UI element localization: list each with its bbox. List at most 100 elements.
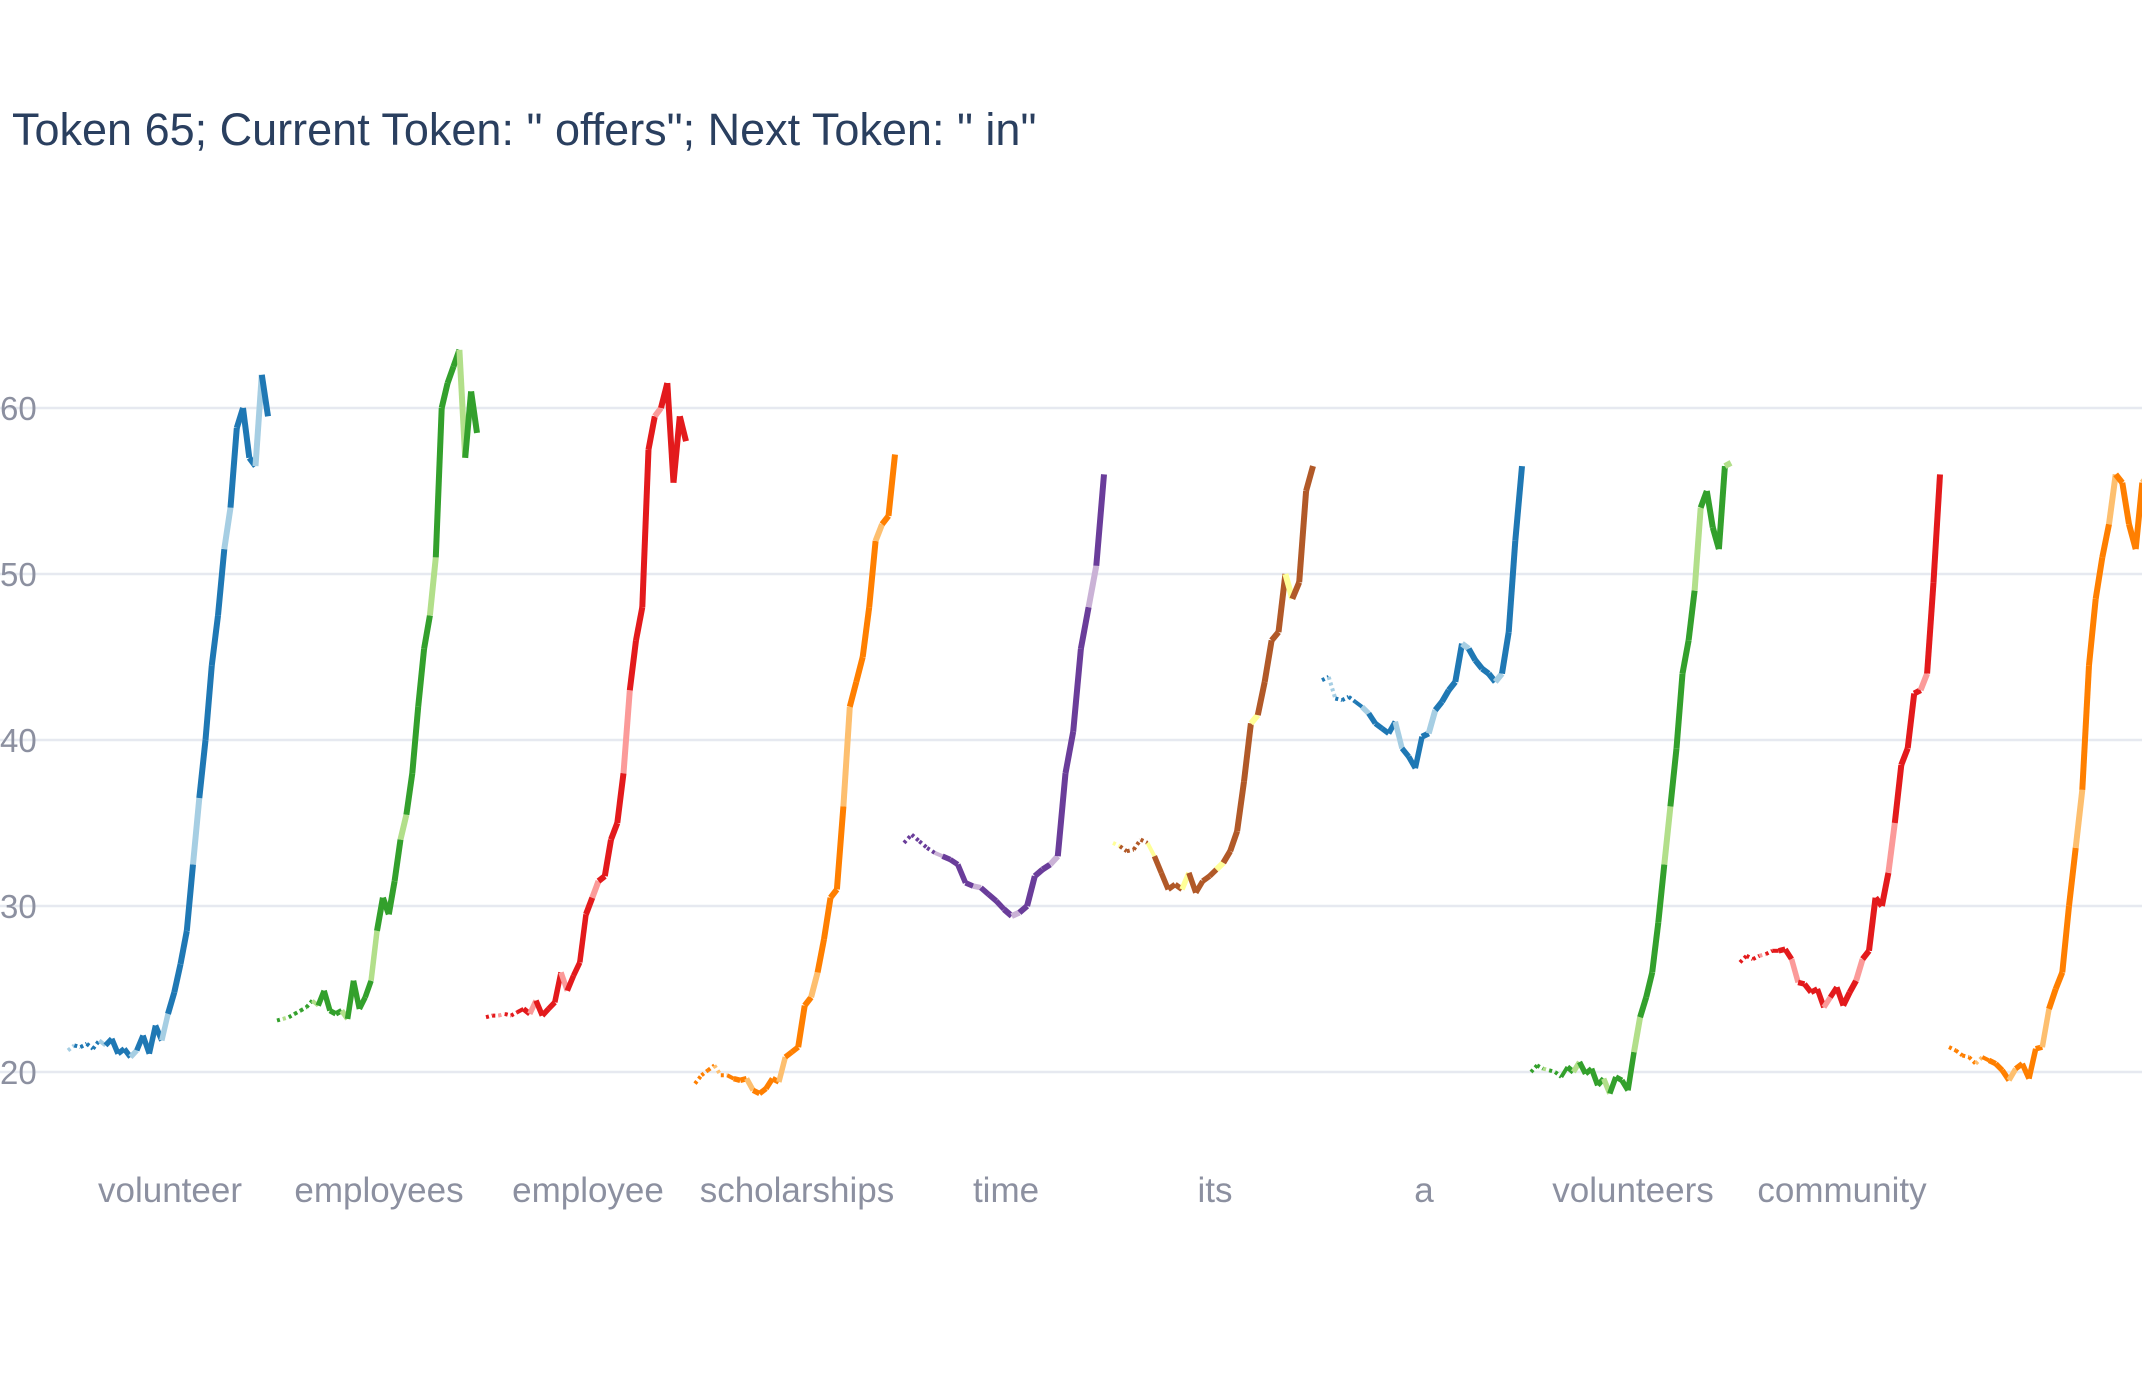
line-segment [1993,1061,2005,1073]
line-segment [1201,873,1212,884]
line-segment [1912,687,1922,697]
line-segment [1961,1053,1970,1060]
line-segment [828,887,840,900]
line-segment [934,851,944,859]
line-segment [986,892,999,904]
line-segment [1366,711,1378,725]
line-segment [596,873,607,884]
line-segment [808,971,821,999]
line-segment [1040,861,1052,873]
line-segment [468,390,480,434]
line-segment [577,913,589,963]
line-segment [1878,872,1892,907]
line-segment [202,665,215,741]
line-segment [1017,903,1030,915]
line-segment [159,1013,171,1042]
line-segment [853,656,866,683]
line-segment [814,938,827,973]
line-segment [1412,736,1425,769]
line-segment [362,979,374,999]
line-segment [2132,482,2142,550]
line-segment [504,1011,512,1018]
line-segment [1924,582,1937,674]
line-segment [879,514,891,527]
line-segment [426,557,439,616]
line-segment [66,1043,76,1052]
line-segment [328,1008,338,1017]
line-segment [1334,696,1343,703]
line-segment [2039,1008,2052,1048]
x-tick-label-employee: employee [512,1171,664,1210]
line-segment [1054,772,1069,857]
line-segment [258,374,271,417]
x-tick-label-community: community [1757,1171,1927,1210]
series-employee-2 [485,382,689,1020]
line-segment [1112,841,1121,849]
y-axis-ticks: 20 30 40 50 60 [0,390,37,1091]
line-segment [1446,680,1458,693]
line-segment [1655,864,1668,923]
line-segment [1679,639,1692,675]
line-segment [432,407,445,558]
line-segment [1392,721,1405,749]
line-segment [1917,672,1930,692]
line-segment [1085,565,1100,608]
line-segment [994,899,1007,912]
line-segment [872,523,885,542]
line-segment [334,1008,344,1017]
line-segment [2079,665,2092,790]
line-segment [902,833,914,845]
line-segment [391,839,404,882]
line-segment [1745,954,1754,961]
line-segment [833,806,847,890]
line-segment [1536,1063,1545,1071]
line-segment [73,1043,82,1050]
line-segment [282,1015,290,1021]
line-segment [1047,854,1061,867]
line-segment [751,1087,761,1097]
line-segment [1987,1057,1997,1067]
line-segment [540,1007,551,1018]
line-segment [1967,1055,1978,1066]
line-segment [2119,482,2132,525]
line-segment [2035,1044,2043,1052]
line-segment [926,846,936,855]
line-segment [1296,490,1310,583]
line-segment [1891,764,1905,824]
x-tick-label-a: a [1414,1171,1434,1210]
line-segment [304,999,314,1009]
line-segment [1821,995,1833,1009]
line-segment [1840,990,1853,1007]
line-segment [1512,465,1525,542]
line-segment [293,1008,302,1016]
series-unlabeled-9 [1948,472,2142,1082]
line-segment [1685,590,1698,641]
line-segment [415,648,428,708]
line-segment [693,1074,704,1085]
line-segment [1661,806,1674,865]
line-segment [1341,695,1350,702]
line-segment [620,689,633,774]
x-tick-label-employees: employees [294,1171,463,1210]
line-segment [1227,830,1240,853]
line-segment [221,507,234,550]
line-segment [1782,947,1794,961]
series-community-8 [1738,474,1943,1009]
line-segment [1904,693,1918,749]
line-segment [368,930,380,982]
line-segment [321,989,333,1012]
line-segment [1093,474,1107,566]
line-segment [227,427,240,508]
line-segment [866,540,879,608]
line-segment [739,1075,748,1083]
series-lines [66,348,2142,1097]
chart-title: Token 65; Current Token: " offers"; Next… [12,104,1037,155]
line-segment [252,374,265,467]
series-volunteers-7 [1529,460,1733,1095]
line-segment [1542,1066,1550,1073]
line-segment [1649,922,1662,973]
line-segment [757,1086,768,1096]
line-segment [1132,838,1143,851]
line-segment [1010,909,1021,919]
line-segment [1166,882,1177,892]
